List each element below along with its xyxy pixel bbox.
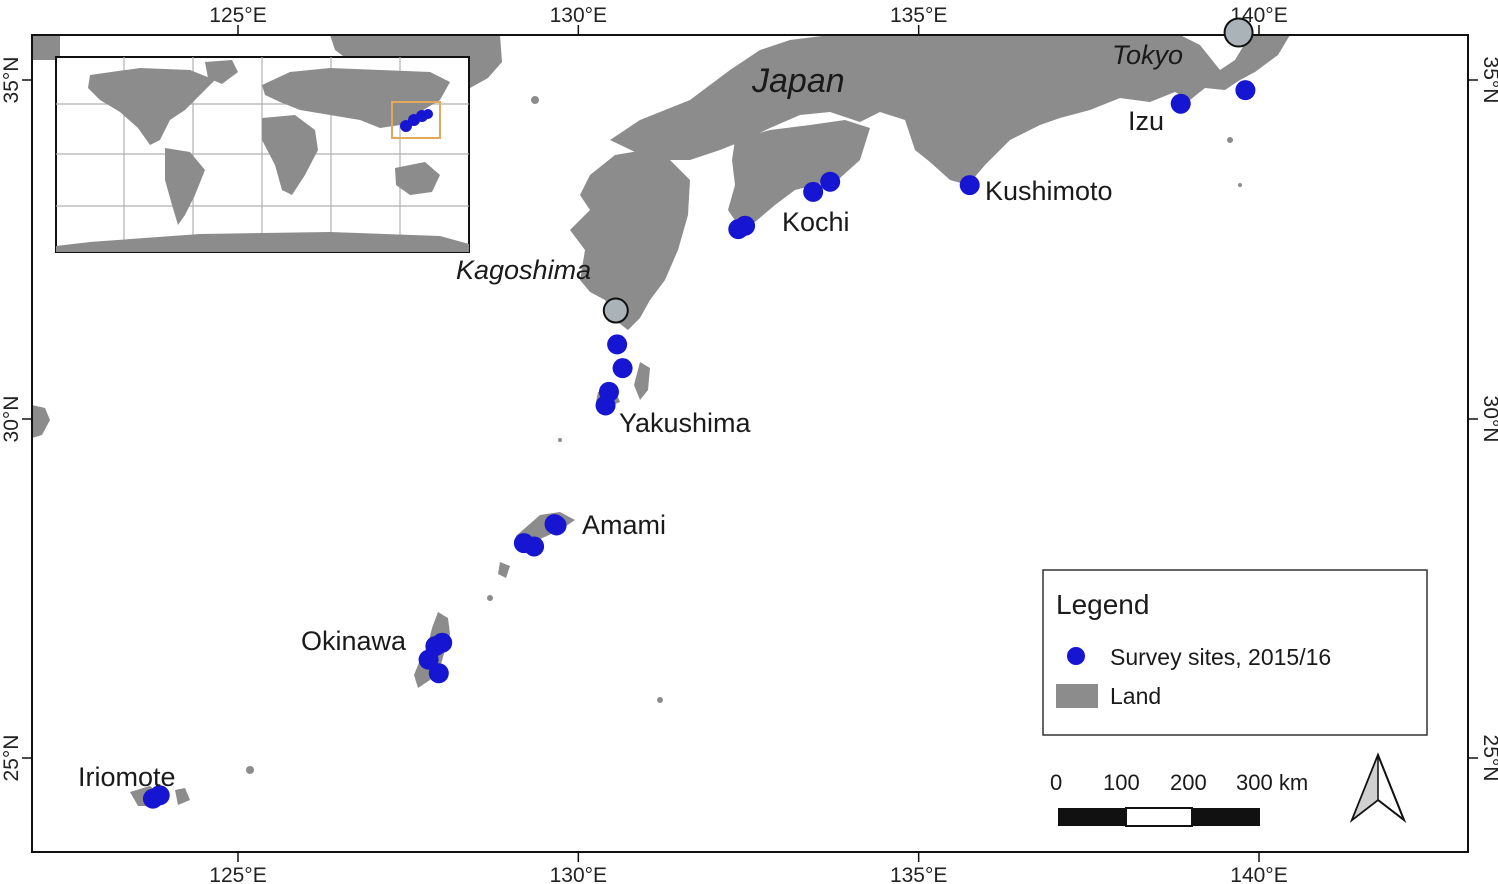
legend-item-land: Land	[1110, 683, 1161, 709]
legend-title: Legend	[1056, 589, 1149, 620]
survey-site-marker	[820, 171, 841, 192]
land-kyushu	[570, 150, 690, 330]
site-label-okinawa: Okinawa	[301, 626, 407, 656]
survey-site-marker	[149, 785, 170, 806]
lon-tick-label: 125°E	[209, 4, 266, 27]
survey-site-marker	[1170, 93, 1191, 114]
land-ishigaki	[175, 788, 190, 805]
survey-site-marker	[428, 663, 449, 684]
scale-label-200: 200	[1170, 770, 1207, 795]
survey-site-marker	[612, 358, 633, 379]
survey-site-marker	[607, 334, 628, 355]
lon-tick-label: 140°E	[1230, 864, 1287, 884]
lon-tick-label: 130°E	[550, 864, 607, 884]
land-tanegashima	[634, 362, 650, 400]
survey-site-layer	[142, 80, 1256, 809]
survey-site-marker	[728, 219, 749, 240]
lat-tick-label: 30°N	[0, 396, 23, 443]
survey-site-marker	[524, 536, 545, 557]
lat-tick-label: 25°N	[0, 735, 23, 782]
legend-box	[1042, 569, 1428, 736]
lat-tick-label: 35°N	[1479, 57, 1498, 104]
islet	[246, 766, 254, 774]
city-label-kagoshima: Kagoshima	[456, 255, 591, 285]
survey-site-marker	[418, 649, 439, 670]
site-label-iriomote: Iriomote	[78, 762, 176, 792]
city-label-tokyo: Tokyo	[1112, 40, 1183, 70]
scale-label-0: 0	[1050, 770, 1062, 795]
site-label-amami: Amami	[582, 510, 666, 540]
survey-site-marker	[432, 632, 453, 653]
scale-label-100: 100	[1103, 770, 1140, 795]
islet	[487, 595, 493, 601]
islet	[1227, 137, 1233, 143]
city-marker	[602, 297, 629, 324]
lon-tick-label: 135°E	[890, 4, 947, 27]
scale-segment-3	[1192, 808, 1260, 826]
survey-site-marker	[803, 181, 824, 202]
land-taiwan	[32, 405, 50, 438]
legend-site-symbol	[1067, 647, 1085, 665]
axis-ticks: 125°E125°E130°E130°E135°E135°E140°E140°E…	[0, 4, 1498, 884]
scale-segment-1	[1058, 808, 1126, 826]
scale-label-300: 300 km	[1236, 770, 1308, 795]
country-label: Japan	[751, 62, 845, 100]
survey-site-marker	[546, 515, 567, 536]
lat-tick-label: 30°N	[1479, 396, 1498, 443]
survey-site-marker	[595, 395, 616, 416]
lon-tick-label: 130°E	[550, 4, 607, 27]
city-layer	[602, 17, 1254, 324]
site-label-kochi: Kochi	[782, 207, 850, 237]
inset-continents	[56, 60, 469, 252]
inset-extent-box	[391, 101, 441, 139]
land-tokunoshima	[498, 562, 510, 578]
city-marker	[1223, 17, 1254, 48]
legend-item-survey-sites: Survey sites, 2015/16	[1110, 644, 1331, 670]
legend: Legend Survey sites, 2015/16 Land	[1042, 569, 1428, 736]
islet	[558, 438, 562, 442]
lon-tick-label: 135°E	[890, 864, 947, 884]
inset-sites	[400, 109, 433, 132]
islet	[1238, 183, 1242, 187]
land-china-coast	[32, 35, 60, 60]
land-shikoku	[728, 120, 870, 228]
lat-tick-label: 35°N	[0, 57, 23, 104]
site-label-kushimoto: Kushimoto	[985, 176, 1113, 206]
site-label-izu: Izu	[1128, 106, 1164, 136]
lon-tick-label: 125°E	[209, 864, 266, 884]
survey-site-marker	[959, 175, 980, 196]
scale-segment-2	[1125, 807, 1193, 827]
survey-site-marker	[1235, 80, 1256, 101]
islet	[531, 96, 539, 104]
site-label-yakushima: Yakushima	[619, 408, 752, 438]
islet	[657, 697, 663, 703]
north-arrow-icon	[1349, 752, 1407, 824]
scale-bar: 0 100 200 300 km	[1050, 770, 1308, 827]
inset-world-map	[55, 56, 470, 253]
legend-land-symbol	[1056, 684, 1098, 708]
map-frame	[31, 34, 1469, 853]
lat-tick-label: 25°N	[1479, 735, 1498, 782]
land-honshu	[610, 35, 1290, 185]
